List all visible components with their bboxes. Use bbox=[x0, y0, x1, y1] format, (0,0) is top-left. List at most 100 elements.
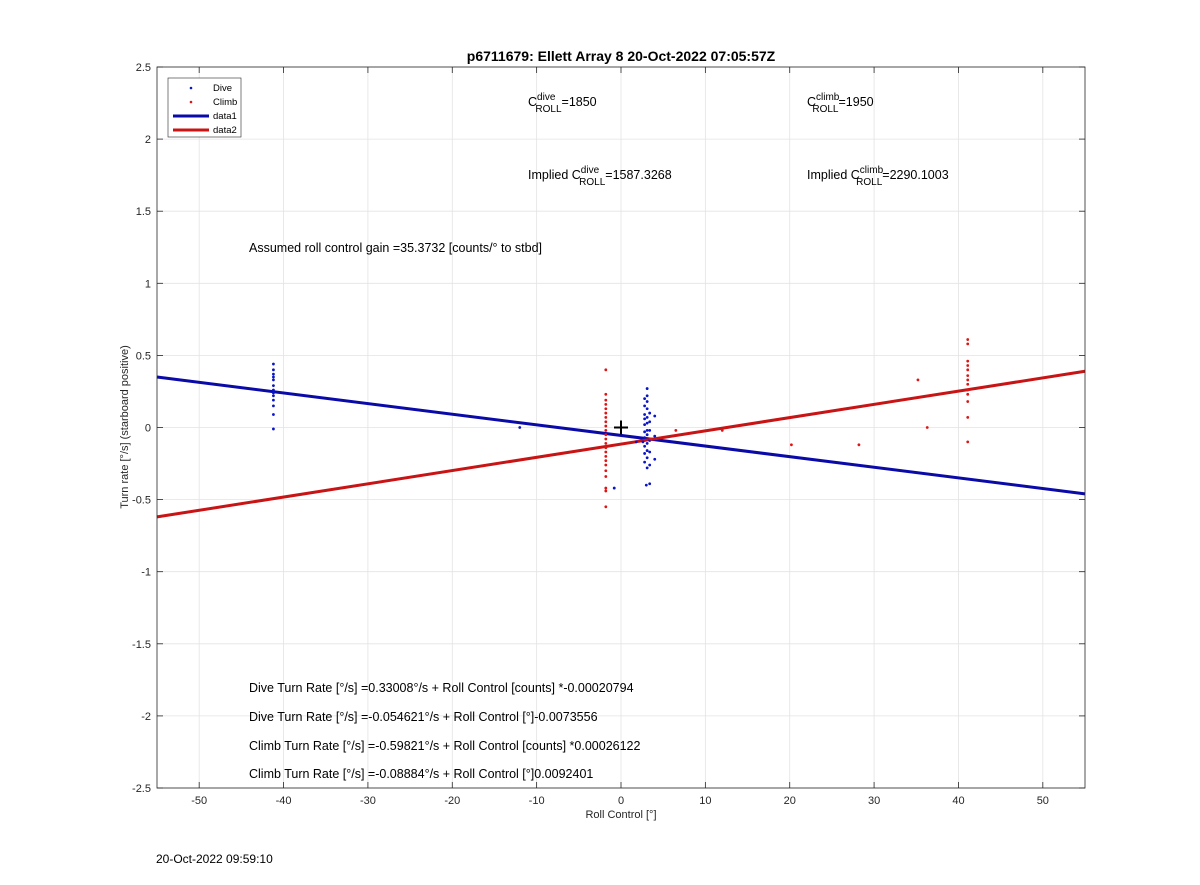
dive-point bbox=[648, 428, 652, 432]
x-tick-label: 30 bbox=[868, 795, 880, 807]
dive-point bbox=[643, 413, 647, 416]
y-tick-label: -0.5 bbox=[132, 495, 151, 507]
climb-point bbox=[604, 392, 608, 396]
dive-point bbox=[645, 433, 649, 437]
dive-point bbox=[648, 411, 652, 415]
dive-point bbox=[645, 416, 649, 419]
dive-point bbox=[645, 400, 649, 403]
x-tick-label: -10 bbox=[529, 795, 545, 807]
legend-box bbox=[167, 77, 242, 138]
climb-point bbox=[604, 420, 608, 424]
dive-point bbox=[645, 387, 649, 390]
dive-point bbox=[272, 394, 275, 398]
y-tick-label: -1 bbox=[141, 567, 151, 579]
climb-point bbox=[649, 437, 652, 441]
y-tick-label: 0.5 bbox=[136, 350, 151, 362]
climb-point bbox=[966, 342, 970, 346]
climb-point bbox=[604, 407, 608, 411]
dive-point bbox=[643, 436, 647, 439]
dive-point bbox=[634, 440, 638, 444]
dive-point bbox=[645, 466, 649, 470]
climb-point bbox=[925, 426, 929, 429]
dive-point bbox=[643, 397, 647, 401]
climb-point bbox=[966, 440, 970, 444]
x-tick-label: -50 bbox=[191, 795, 207, 807]
dive-point bbox=[645, 428, 649, 432]
y-tick-label: 0 bbox=[145, 423, 151, 435]
climb-point bbox=[604, 428, 608, 432]
x-axis-label: Roll Control [°] bbox=[585, 809, 656, 821]
legend-dive-marker bbox=[189, 86, 193, 90]
dive-point bbox=[644, 483, 648, 487]
dive-point bbox=[643, 417, 647, 421]
y-tick-label: -2 bbox=[141, 711, 151, 723]
climb-point bbox=[604, 446, 608, 450]
dive-degrees-equation: Dive Turn Rate [°/s] =-0.054621°/s + Rol… bbox=[249, 710, 598, 724]
climb-point bbox=[857, 443, 861, 447]
fit-line-data2 bbox=[156, 369, 1086, 519]
roll-gain-annotation: Assumed roll control gain =35.3732 [coun… bbox=[249, 241, 542, 255]
dive-point bbox=[272, 404, 275, 408]
climb-point bbox=[604, 454, 608, 458]
climb-point bbox=[966, 400, 970, 403]
climb-point bbox=[604, 505, 608, 509]
y-axis-label: Turn rate [°/s] (starboard positive) bbox=[119, 345, 131, 509]
c-dive-annotation: Cdive ROLL=1850 bbox=[528, 92, 597, 115]
dive-point bbox=[648, 482, 652, 486]
climb-point bbox=[604, 411, 608, 415]
x-tick-label: -30 bbox=[360, 795, 376, 807]
legend-climb-marker bbox=[189, 100, 193, 104]
climb-point bbox=[604, 486, 608, 490]
climb-point bbox=[966, 382, 970, 386]
climb-point bbox=[966, 388, 970, 392]
climb-point bbox=[604, 424, 608, 428]
dive-point bbox=[518, 426, 522, 429]
climb-point bbox=[604, 416, 608, 419]
tick-layer: -50 -40 -30 -20 -10 0 10 20 30 40 50-2.5-2-1.5-1-0… bbox=[132, 62, 1085, 807]
x-tick-label: 40 bbox=[952, 795, 964, 807]
legend-climb-label: Climb bbox=[213, 97, 237, 108]
legend-data1-label: data1 bbox=[213, 111, 237, 122]
climb-counts-equation: Climb Turn Rate [°/s] =-0.59821°/s + Rol… bbox=[249, 739, 641, 753]
legend: Dive Climb data1 data2 bbox=[167, 77, 242, 138]
implied-c-climb-annotation: Implied Cclimb ROLL=2290.1003 bbox=[807, 165, 949, 188]
dive-point bbox=[645, 394, 649, 398]
climb-point bbox=[604, 475, 608, 478]
climb-point bbox=[604, 450, 608, 454]
dive-point bbox=[272, 378, 275, 382]
x-tick-label: 10 bbox=[699, 795, 711, 807]
dive-point bbox=[643, 430, 647, 434]
climb-point bbox=[966, 392, 970, 396]
implied-c-dive-annotation: Implied Cdive ROLL=1587.3268 bbox=[528, 165, 672, 188]
y-tick-label: 2.5 bbox=[136, 62, 151, 74]
climb-point bbox=[966, 378, 970, 382]
climb-point bbox=[604, 398, 608, 402]
dive-point bbox=[643, 423, 647, 427]
climb-point bbox=[966, 338, 970, 341]
legend-dive-label: Dive bbox=[213, 83, 232, 94]
y-tick-label: -1.5 bbox=[132, 639, 151, 651]
dive-point bbox=[653, 434, 657, 438]
y-tick-label: 1 bbox=[145, 278, 151, 290]
dive-point bbox=[272, 368, 275, 372]
dive-point bbox=[272, 375, 275, 379]
x-tick-label: 0 bbox=[618, 795, 624, 807]
climb-point bbox=[604, 469, 608, 473]
dive-point bbox=[643, 404, 647, 408]
fit-line-data1 bbox=[156, 375, 1086, 496]
y-tick-label: 2 bbox=[145, 134, 151, 146]
dive-point bbox=[643, 444, 647, 448]
climb-point bbox=[966, 359, 970, 363]
dive-point bbox=[648, 463, 652, 467]
y-tick-label: -2.5 bbox=[132, 783, 151, 795]
x-tick-label: -20 bbox=[444, 795, 460, 807]
dive-point bbox=[643, 460, 647, 464]
legend-data2-label: data2 bbox=[213, 125, 237, 136]
dive-point bbox=[653, 457, 657, 461]
climb-point bbox=[674, 428, 678, 432]
x-tick-label: -40 bbox=[276, 795, 292, 807]
x-tick-label: 20 bbox=[784, 795, 796, 807]
climb-point bbox=[966, 416, 970, 419]
dive-point bbox=[648, 420, 652, 424]
